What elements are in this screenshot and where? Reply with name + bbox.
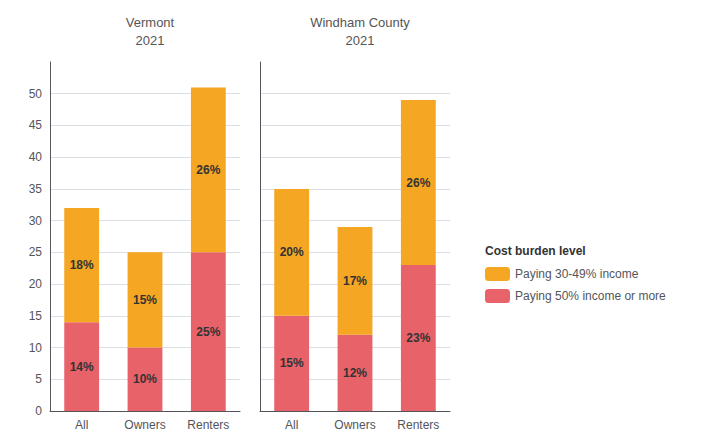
svg-text:26%: 26% <box>406 176 430 190</box>
svg-text:20%: 20% <box>280 245 304 259</box>
svg-text:15%: 15% <box>133 293 157 307</box>
svg-text:12%: 12% <box>343 366 367 380</box>
svg-text:23%: 23% <box>406 331 430 345</box>
svg-text:14%: 14% <box>70 360 94 374</box>
svg-text:0: 0 <box>35 404 42 418</box>
svg-text:40: 40 <box>29 150 43 164</box>
svg-text:All: All <box>75 418 88 432</box>
svg-text:20: 20 <box>29 277 43 291</box>
svg-text:45: 45 <box>29 118 43 132</box>
svg-text:Renters: Renters <box>187 418 229 432</box>
svg-text:All: All <box>285 418 298 432</box>
svg-text:Renters: Renters <box>397 418 439 432</box>
svg-text:18%: 18% <box>70 258 94 272</box>
svg-text:Owners: Owners <box>124 418 165 432</box>
svg-text:5: 5 <box>35 372 42 386</box>
svg-text:50: 50 <box>29 87 43 101</box>
svg-text:15%: 15% <box>280 356 304 370</box>
svg-text:2021: 2021 <box>346 33 375 48</box>
svg-text:Paying 50% income or more: Paying 50% income or more <box>515 289 666 303</box>
svg-text:15: 15 <box>29 309 43 323</box>
svg-text:10%: 10% <box>133 372 157 386</box>
svg-text:25%: 25% <box>196 325 220 339</box>
svg-text:Cost burden level: Cost burden level <box>485 244 586 258</box>
svg-text:17%: 17% <box>343 274 367 288</box>
svg-text:Vermont: Vermont <box>126 15 175 30</box>
svg-text:Paying 30-49% income: Paying 30-49% income <box>515 267 639 281</box>
svg-text:25: 25 <box>29 245 43 259</box>
svg-text:Windham County: Windham County <box>310 15 410 30</box>
svg-text:30: 30 <box>29 214 43 228</box>
svg-text:2021: 2021 <box>136 33 165 48</box>
svg-text:Owners: Owners <box>334 418 375 432</box>
svg-text:26%: 26% <box>196 163 220 177</box>
svg-text:35: 35 <box>29 182 43 196</box>
svg-text:10: 10 <box>29 341 43 355</box>
